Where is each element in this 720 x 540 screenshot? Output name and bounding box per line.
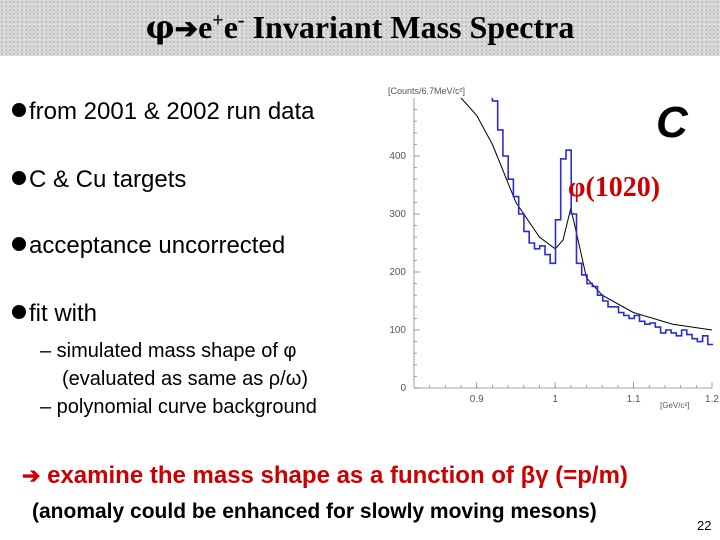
phi-1020-annotation: φ(1020) <box>568 172 661 203</box>
title-minus: - <box>237 9 245 32</box>
examine-line: ➔ examine the mass shape as a function o… <box>22 462 628 490</box>
anomaly-note: (anomaly could be enhanced for slowly mo… <box>32 500 597 523</box>
bullet-targets: C & Cu targets <box>12 166 186 194</box>
examine-text: examine the mass shape as a function of … <box>40 462 628 489</box>
y-axis-label: [Counts/6.7MeV/c²] <box>388 86 465 96</box>
bullet-fit-with: fit with <box>12 300 97 328</box>
title-band <box>0 0 720 56</box>
chart-svg: 0 100 200 300 400 0.9 1 1.1 1.2 [Counts/6.7MeV/c… <box>388 86 719 410</box>
y-tick-label: 100 <box>389 325 406 336</box>
bullet-dot-icon <box>12 171 26 185</box>
bullet-acceptance: acceptance uncorrected <box>12 232 285 260</box>
sub-bullet-evaluated: (evaluated as same as ρ/ω) <box>62 368 308 390</box>
x-tick-label: 1 <box>552 394 558 405</box>
title-phi: φ <box>145 8 175 46</box>
chart-axes <box>413 98 713 389</box>
title-e1: e <box>198 9 213 45</box>
x-axis-label: [GeV/c²] <box>660 401 689 410</box>
mass-spectrum-chart: 0 100 200 300 400 0.9 1 1.1 1.2 [Counts/6.7MeV/c… <box>362 80 720 414</box>
sub-bullet-simulated: – simulated mass shape of φ <box>40 340 297 362</box>
tick-labels: 0 100 200 300 400 0.9 1 1.1 1.2 <box>389 151 719 405</box>
bullet-dot-icon <box>12 237 26 251</box>
y-tick-label: 0 <box>400 383 406 394</box>
fit-curve <box>460 97 713 331</box>
y-tick-label: 200 <box>389 267 406 278</box>
title-e2: e <box>223 9 238 45</box>
page-number: 22 <box>697 518 712 533</box>
bullet-run-data: from 2001 & 2002 run data <box>12 98 315 126</box>
title-rest: Invariant Mass Spectra <box>244 9 575 45</box>
title-arrow-icon: ➔ <box>174 14 199 45</box>
bullet-dot-icon <box>12 305 26 319</box>
x-tick-label: 0.9 <box>470 394 484 405</box>
sub-bullet-polynomial: – polynomial curve background <box>40 396 317 418</box>
y-tick-label: 400 <box>389 151 406 162</box>
x-tick-label: 1.1 <box>627 394 641 405</box>
data-histogram <box>491 98 714 346</box>
slide-title: φ➔e+e- Invariant Mass Spectra <box>0 8 720 46</box>
bullet-dot-icon <box>12 103 26 117</box>
x-tick-label: 1.2 <box>705 394 719 405</box>
title-plus: + <box>212 9 224 32</box>
chart-title-c: C <box>656 98 688 147</box>
y-tick-label: 300 <box>389 209 406 220</box>
right-arrow-icon: ➔ <box>22 463 41 488</box>
